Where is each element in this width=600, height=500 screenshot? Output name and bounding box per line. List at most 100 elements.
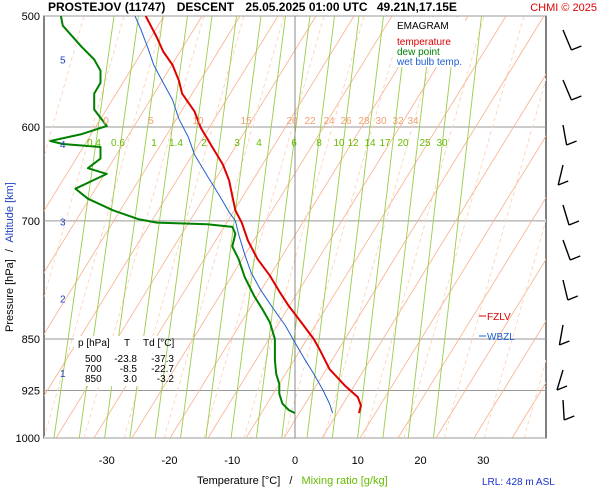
dry-adiabat <box>44 16 203 274</box>
altitude-tick-label: 5 <box>60 55 66 66</box>
wbzl-marker: WBZL <box>479 332 515 343</box>
mixing-ratio-label: 25 <box>419 138 431 149</box>
mixing-ratio-label: 20 <box>397 138 409 149</box>
moist-adiabat <box>523 359 546 438</box>
table-cell: 500 <box>85 354 102 365</box>
moist-adiabat <box>483 218 546 438</box>
moist-adiabat <box>44 16 125 299</box>
temperature-tick-label: -20 <box>162 455 178 467</box>
moist-adiabat <box>443 77 546 438</box>
mixing-ratio-label: 8 <box>316 138 322 149</box>
isotherm-label: 20 <box>286 116 298 127</box>
station-name: PROSTEJOV (11747) <box>48 0 165 14</box>
copyright: CHMI © 2025 <box>530 2 597 14</box>
isotherm-label: 22 <box>304 116 316 127</box>
isotherm-label: 5 <box>148 116 154 127</box>
legend-wet-bulb: wet bulb temp. <box>396 57 462 68</box>
moist-adiabat <box>44 16 85 159</box>
wind-barb <box>557 164 564 186</box>
wind-barb <box>562 204 570 226</box>
table-cell: -22.7 <box>151 364 174 375</box>
mixing-ratio-line <box>230 16 286 438</box>
mixing-ratio-line <box>180 16 237 438</box>
wind-barb <box>562 29 573 51</box>
wind-barb-flag <box>563 415 575 421</box>
temperature-tick-label: 20 <box>414 455 426 467</box>
launch-reference-level: LRL: 428 m ASL <box>482 477 555 488</box>
dry-adiabat <box>245 16 507 438</box>
isotherm-label: 15 <box>240 116 252 127</box>
table-cell: 700 <box>85 364 102 375</box>
wind-barb-flag <box>556 385 568 391</box>
location: 49.21N,17.15E <box>377 0 457 14</box>
wind-barb-flag <box>571 45 582 51</box>
table-cell: 850 <box>85 374 102 385</box>
dry-adiabat <box>473 320 546 438</box>
svg-text:WBZL: WBZL <box>487 332 515 343</box>
mixing-ratio-label: 10 <box>333 138 345 149</box>
isotherm-label: 28 <box>358 116 370 127</box>
mixing-ratio-line <box>382 16 433 438</box>
wind-barb-flag <box>566 140 577 146</box>
legend-title: EMAGRAM <box>397 21 449 32</box>
pressure-tick-label: 500 <box>22 11 40 23</box>
moist-adiabat <box>203 16 325 438</box>
isotherm-label: 30 <box>375 116 387 127</box>
wind-barb-flag <box>569 255 581 261</box>
temperature-tick-label: -30 <box>99 455 115 467</box>
moist-adiabat <box>403 16 525 438</box>
dry-adiabat <box>435 258 546 438</box>
altitude-tick-label: 4 <box>60 140 66 151</box>
mixing-ratio-line <box>357 16 409 438</box>
series-line-temperature <box>144 16 362 414</box>
fzlv-marker: FZLV <box>479 312 511 323</box>
legend: EMAGRAM temperature dew point wet bulb t… <box>393 17 465 68</box>
wind-barb <box>556 369 564 391</box>
series-line-dew-point <box>49 16 296 414</box>
isotherm-label: 0 <box>103 116 109 127</box>
wind-barb-flag <box>571 95 582 101</box>
isotherm-label: 34 <box>407 116 419 127</box>
pressure-tick-label: 700 <box>22 216 40 228</box>
isotherm-label: 10 <box>192 116 204 127</box>
isotherm-label: 24 <box>323 116 335 127</box>
y-axis-label: Pressure [hPa] / Altitude [km] <box>4 182 16 332</box>
wind-barb-flag <box>559 340 570 346</box>
isotherm-label: 32 <box>392 116 404 127</box>
table-cell: -23.8 <box>114 354 137 365</box>
isotherm-label: 26 <box>340 116 352 127</box>
wind-barb <box>558 324 564 346</box>
svg-text:FZLV: FZLV <box>487 312 511 323</box>
dry-adiabat <box>359 135 546 438</box>
series-line-wet-bulb-temp- <box>134 16 334 414</box>
mixing-ratio-line <box>154 16 213 438</box>
pressure-tick-label: 600 <box>22 122 40 134</box>
wind-barb-flag <box>557 180 569 186</box>
x-axis-label: Temperature [°C] / Mixing ratio [g/kg] <box>197 475 388 487</box>
mixing-ratio-label: 3 <box>234 138 240 149</box>
dry-adiabat <box>169 16 431 438</box>
mixing-ratio-label: 1.4 <box>169 138 183 149</box>
dry-adiabat <box>44 16 279 397</box>
moist-adiabat <box>243 16 365 438</box>
mixing-ratio-line <box>255 16 311 438</box>
svg-text:PROSTEJOV (11747) DESCENT: PROSTEJOV (11747) DESCENT 25.05.2025 01:… <box>48 0 457 14</box>
dry-adiabat <box>283 16 545 438</box>
mixing-ratio-label: 4 <box>256 138 262 149</box>
pressure-tick-label: 1000 <box>16 433 40 445</box>
temperature-tick-label: -10 <box>224 455 240 467</box>
mixing-ratio-line <box>433 16 482 438</box>
mixing-ratio-label: 17 <box>379 138 391 149</box>
mixing-ratio-label: 1 <box>151 138 157 149</box>
table-header-td: Td [°C] <box>143 338 174 349</box>
wind-barb <box>562 279 569 301</box>
legend-dew-point: dew point <box>397 47 440 58</box>
dry-adiabat <box>550 16 600 438</box>
dry-adiabat <box>44 16 241 335</box>
sounding-curves <box>49 16 362 414</box>
datetime: 25.05.2025 01:00 UTC <box>245 0 367 14</box>
levels-table: p [hPa] T Td [°C] 500 -23.8 -37.3 700 -8… <box>74 336 174 386</box>
wind-barb <box>562 124 568 146</box>
